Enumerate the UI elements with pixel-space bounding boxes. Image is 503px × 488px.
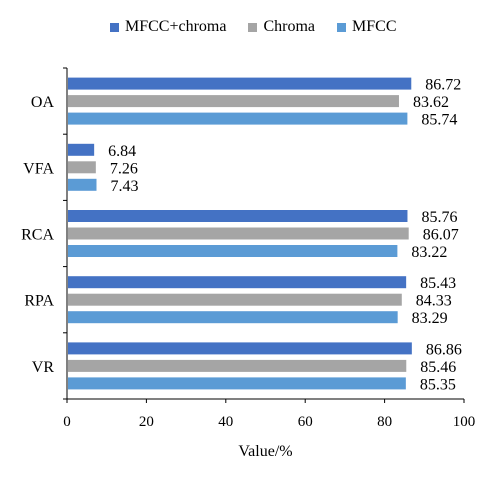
bar: [68, 178, 97, 191]
legend-item: MFCC: [337, 18, 396, 36]
legend-swatch: [337, 22, 347, 32]
category-label: RPA: [24, 293, 54, 310]
category-label: RCA: [21, 227, 54, 244]
data-label: 85.46: [420, 359, 456, 376]
x-tick-label: 60: [298, 414, 313, 430]
legend-item: Chroma: [248, 18, 315, 36]
data-label: 86.86: [426, 341, 462, 358]
legend-label: MFCC: [352, 18, 397, 35]
data-label: 85.74: [421, 112, 457, 129]
x-tick-label: 80: [377, 414, 392, 430]
data-label: 6.84: [108, 143, 136, 160]
legend-swatch: [248, 22, 258, 32]
category-label: VR: [32, 359, 55, 376]
legend-item: MFCC+chroma: [110, 18, 226, 36]
category-label: VFA: [23, 160, 54, 177]
bar: [68, 245, 398, 257]
data-label: 85.76: [421, 209, 457, 226]
legend: MFCC+chroma Chroma MFCC: [110, 18, 396, 36]
data-label: 7.26: [110, 160, 138, 177]
data-label: 86.07: [423, 227, 459, 244]
data-label: 83.29: [412, 310, 448, 327]
bar: [68, 161, 96, 174]
x-axis-title: Value/%: [238, 443, 292, 460]
data-label: 83.62: [413, 94, 449, 111]
legend-swatch: [110, 22, 119, 32]
bar: [68, 293, 402, 306]
legend-label: Chroma: [263, 18, 316, 35]
data-label: 83.22: [411, 244, 447, 261]
data-label: 85.43: [420, 275, 456, 292]
x-tick-label: 20: [139, 414, 154, 430]
bar: [68, 143, 95, 156]
bar: [68, 95, 399, 108]
data-label: 84.33: [416, 293, 452, 310]
bar: [68, 359, 407, 372]
bar: [68, 112, 408, 125]
data-label: 7.43: [110, 178, 138, 195]
data-label: 85.35: [420, 376, 456, 393]
bar: [68, 77, 412, 90]
bar: [68, 342, 412, 355]
x-tick-label: 0: [63, 414, 71, 430]
bar: [68, 311, 398, 324]
x-tick-label: 40: [218, 414, 233, 430]
bar: [68, 276, 407, 289]
bar: [68, 210, 408, 222]
legend-label: MFCC+chroma: [125, 18, 227, 35]
x-tick-label: 100: [453, 414, 476, 430]
bar: [68, 227, 409, 240]
data-label: 86.72: [425, 77, 461, 94]
category-label: OA: [31, 94, 55, 111]
bar: [68, 377, 406, 390]
